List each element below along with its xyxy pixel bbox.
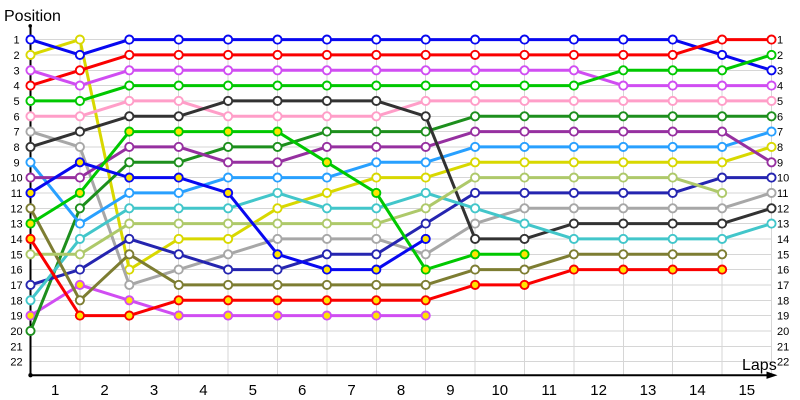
svg-text:10: 10: [10, 173, 22, 185]
svg-text:2: 2: [13, 50, 19, 62]
svg-text:3: 3: [777, 65, 783, 77]
svg-text:12: 12: [590, 382, 607, 399]
svg-text:13: 13: [777, 219, 789, 231]
svg-text:15: 15: [777, 249, 789, 261]
svg-text:Position: Position: [4, 8, 61, 25]
svg-text:4: 4: [199, 382, 207, 399]
svg-text:7: 7: [777, 127, 783, 139]
svg-text:8: 8: [397, 382, 405, 399]
svg-text:9: 9: [777, 157, 783, 169]
svg-text:11: 11: [777, 188, 788, 200]
svg-text:4: 4: [13, 81, 19, 93]
svg-text:3: 3: [13, 65, 19, 77]
svg-text:Laps: Laps: [742, 357, 777, 374]
svg-text:13: 13: [10, 219, 22, 231]
svg-text:18: 18: [777, 295, 789, 307]
svg-text:2: 2: [100, 382, 108, 399]
svg-text:12: 12: [10, 203, 22, 215]
svg-text:14: 14: [777, 234, 789, 246]
svg-text:9: 9: [446, 382, 454, 399]
svg-text:17: 17: [777, 280, 789, 292]
svg-text:15: 15: [738, 382, 755, 399]
svg-text:3: 3: [150, 382, 158, 399]
svg-text:1: 1: [51, 382, 59, 399]
svg-text:21: 21: [10, 341, 22, 353]
svg-text:8: 8: [777, 142, 783, 154]
svg-text:5: 5: [249, 382, 257, 399]
svg-text:4: 4: [777, 81, 783, 93]
svg-text:6: 6: [298, 382, 306, 399]
svg-text:14: 14: [10, 234, 22, 246]
svg-text:13: 13: [640, 382, 657, 399]
svg-text:6: 6: [13, 111, 19, 123]
svg-text:15: 15: [10, 249, 22, 261]
svg-text:10: 10: [777, 173, 789, 185]
svg-text:7: 7: [347, 382, 355, 399]
svg-text:9: 9: [13, 157, 19, 169]
svg-text:12: 12: [777, 203, 789, 215]
svg-text:14: 14: [689, 382, 706, 399]
svg-text:10: 10: [491, 382, 508, 399]
svg-text:11: 11: [11, 188, 22, 200]
svg-text:6: 6: [777, 111, 783, 123]
svg-text:20: 20: [777, 326, 789, 338]
svg-text:16: 16: [777, 265, 789, 277]
svg-text:16: 16: [10, 265, 22, 277]
svg-text:22: 22: [10, 357, 22, 369]
svg-text:11: 11: [541, 382, 557, 399]
svg-text:20: 20: [10, 326, 22, 338]
svg-text:5: 5: [777, 96, 783, 108]
svg-text:17: 17: [10, 280, 22, 292]
svg-text:2: 2: [777, 50, 783, 62]
svg-text:22: 22: [777, 357, 789, 369]
svg-text:18: 18: [10, 295, 22, 307]
svg-text:7: 7: [13, 127, 19, 139]
svg-text:21: 21: [777, 341, 789, 353]
svg-text:1: 1: [777, 35, 783, 47]
svg-text:5: 5: [13, 96, 19, 108]
svg-text:19: 19: [777, 311, 789, 323]
svg-text:19: 19: [10, 311, 22, 323]
svg-text:1: 1: [13, 35, 19, 47]
svg-text:8: 8: [13, 142, 19, 154]
